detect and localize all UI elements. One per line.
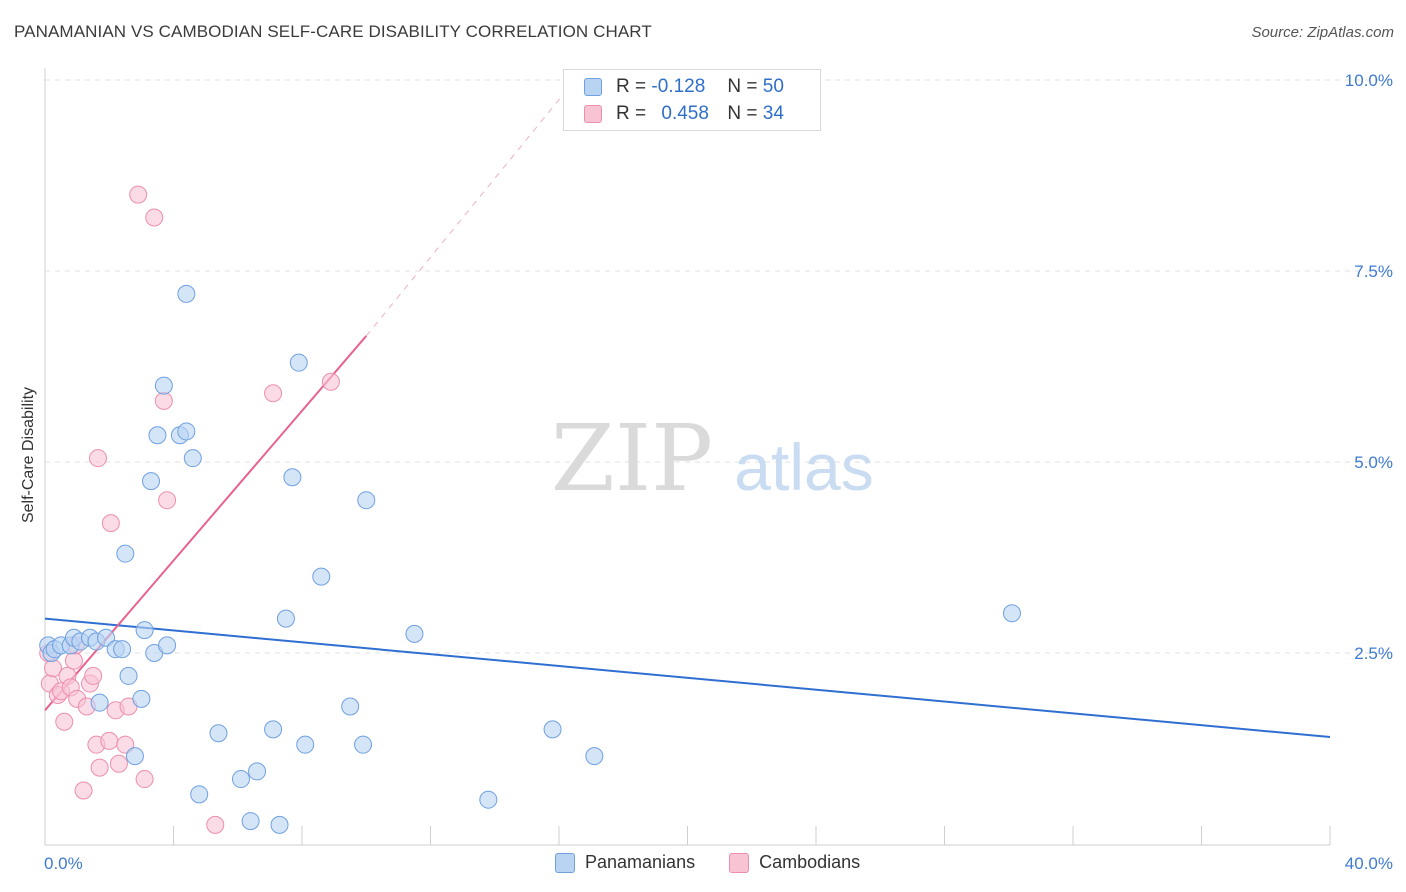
point-panamanians [190, 785, 209, 804]
point-cambodians [89, 449, 108, 468]
point-cambodians [74, 781, 93, 800]
point-panamanians [248, 762, 267, 781]
point-panamanians [90, 693, 109, 712]
point-panamanians [97, 628, 116, 647]
point-panamanians [296, 735, 315, 754]
r-value: -0.128 [651, 76, 706, 97]
point-panamanians [183, 449, 202, 468]
point-cambodians [145, 208, 164, 227]
n-value: 50 [762, 76, 784, 97]
point-cambodians [101, 514, 120, 533]
correlation-legend: R = -0.128 N = 50 R = 0.458 N = 34 [563, 69, 821, 131]
y-tick-label: 5.0% [1354, 453, 1393, 472]
gridlines [45, 79, 1393, 654]
point-panamanians [479, 790, 498, 809]
point-panamanians [177, 422, 196, 441]
series-legend: Panamanians Cambodians [555, 852, 860, 873]
trend-line-panamanians [44, 617, 1331, 739]
trend-line-cambodians-extension [365, 79, 576, 337]
point-cambodians [109, 754, 128, 773]
point-panamanians [241, 812, 260, 831]
point-panamanians [177, 284, 196, 303]
y-tick-label: 7.5% [1354, 262, 1393, 281]
r-label: R = [616, 103, 647, 124]
point-cambodians [55, 712, 74, 731]
watermark-zip: ZIP [551, 405, 713, 512]
y-axis-label: Self-Care Disability [20, 387, 37, 523]
point-cambodians [206, 815, 225, 834]
point-panamanians [142, 472, 161, 491]
point-panamanians [158, 636, 177, 655]
point-panamanians [154, 376, 173, 395]
point-panamanians [132, 689, 151, 708]
legend-label-panamanians: Panamanians [585, 852, 696, 872]
x-tick-label-max: 40.0% [1345, 854, 1393, 873]
point-cambodians [64, 651, 83, 670]
chart-title: PANAMANIAN VS CAMBODIAN SELF-CARE DISABI… [14, 22, 652, 41]
r-label: R = [616, 76, 647, 97]
n-value: 34 [762, 103, 784, 124]
n-label: N = [727, 103, 758, 124]
point-cambodians [116, 735, 135, 754]
point-cambodians [154, 391, 173, 410]
point-cambodians [158, 491, 177, 510]
source-label: Source: ZipAtlas.com [1251, 24, 1394, 41]
point-panamanians [113, 640, 132, 659]
point-cambodians [264, 384, 283, 403]
legend-swatch-pink [584, 105, 602, 123]
point-cambodians [90, 758, 109, 777]
y-tick-label: 2.5% [1354, 644, 1393, 663]
legend-row-cambodians: R = 0.458 N = 34 [584, 102, 784, 126]
point-panamanians [289, 353, 308, 372]
point-panamanians [148, 426, 167, 445]
point-panamanians [119, 666, 138, 685]
watermark-atlas: atlas [734, 430, 873, 504]
trend-line-cambodians [44, 335, 368, 711]
point-panamanians [1002, 604, 1021, 623]
point-panamanians [125, 747, 144, 766]
point-panamanians [270, 815, 289, 834]
point-panamanians [585, 747, 604, 766]
legend-swatch-panamanians [555, 852, 575, 873]
legend-swatch-cambodians [729, 852, 750, 873]
point-panamanians [405, 624, 424, 643]
point-panamanians [543, 720, 562, 739]
point-panamanians [357, 491, 376, 510]
x-tick-label-min: 0.0% [44, 854, 83, 873]
point-panamanians [354, 735, 373, 754]
point-panamanians [276, 609, 295, 628]
point-cambodians [129, 185, 148, 204]
r-value: 0.458 [661, 103, 709, 124]
legend-label-cambodians: Cambodians [759, 852, 861, 872]
point-panamanians [264, 720, 283, 739]
point-panamanians [116, 544, 135, 563]
point-cambodians [135, 770, 154, 789]
point-cambodians [100, 731, 119, 750]
axes: 2.5% 5.0% 7.5% 10.0% 0.0% 40.0% [44, 68, 1393, 873]
point-panamanians [135, 621, 154, 640]
point-cambodians [321, 372, 340, 391]
point-panamanians [312, 567, 331, 586]
legend-row-panamanians: R = -0.128 N = 50 [584, 75, 784, 99]
point-panamanians [341, 697, 360, 716]
legend-swatch-blue [584, 78, 602, 96]
point-panamanians [231, 770, 250, 789]
point-panamanians [209, 724, 228, 743]
point-panamanians [283, 468, 302, 487]
point-cambodians [84, 666, 103, 685]
data-points [39, 185, 1021, 834]
y-tick-label: 10.0% [1345, 71, 1393, 90]
watermark: ZIP atlas [551, 405, 874, 512]
n-label: N = [727, 76, 758, 97]
